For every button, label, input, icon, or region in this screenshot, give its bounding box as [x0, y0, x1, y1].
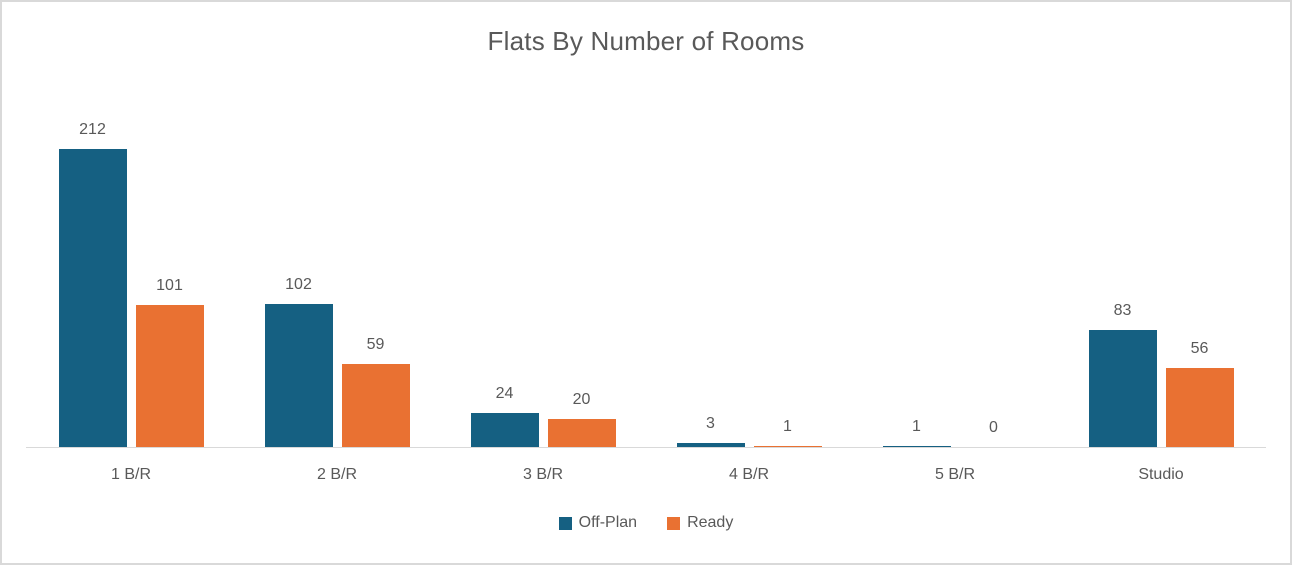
- bar-value-label: 1: [912, 417, 921, 435]
- bar-ready: [753, 445, 822, 447]
- bar-value-label: 83: [1113, 302, 1132, 320]
- bar-value-label: 20: [572, 390, 591, 408]
- category-axis: 1 B/R 2 B/R 3 B/R 4 B/R 5 B/R Studio: [28, 466, 1264, 484]
- bar-value-label: 24: [495, 385, 514, 403]
- legend-item: Ready: [667, 514, 733, 532]
- bar-off-plan: [1088, 330, 1157, 447]
- bar-column: 20: [547, 390, 616, 447]
- bar-column: 3: [676, 414, 745, 447]
- bar-column: 24: [470, 385, 539, 447]
- bar-ready: [341, 364, 410, 447]
- bar-value-label: 59: [366, 336, 385, 354]
- bar-group: 212 101: [28, 122, 234, 447]
- category-label: 3 B/R: [522, 466, 563, 483]
- bar-group: 83 56: [1058, 303, 1264, 447]
- bar-column: 101: [135, 277, 204, 447]
- bar-column: 59: [341, 336, 410, 447]
- bar-ready: [1165, 368, 1234, 447]
- bar-column: 1: [882, 417, 951, 447]
- bar-column: 1: [753, 417, 822, 447]
- bar-ready: [547, 418, 616, 447]
- bar-off-plan: [58, 149, 127, 447]
- category-label: 5 B/R: [934, 466, 975, 483]
- legend-label: Ready: [687, 514, 734, 531]
- bar-off-plan: [264, 303, 333, 447]
- bar-column: 56: [1165, 340, 1234, 447]
- legend-swatch-icon: [558, 516, 572, 530]
- bar-value-label: 212: [79, 121, 106, 138]
- bar-off-plan: [882, 445, 951, 447]
- chart-title: Flats By Number of Rooms: [487, 26, 805, 56]
- bar-column: 102: [264, 275, 333, 447]
- bar-value-label: 3: [706, 414, 715, 432]
- legend-label: Off-Plan: [578, 514, 638, 531]
- category-label: Studio: [1138, 466, 1184, 483]
- bar-group: 24 20: [440, 386, 646, 447]
- bar-column: 0: [960, 420, 1028, 447]
- bar-value-label: 102: [285, 275, 312, 293]
- bar-off-plan: [470, 413, 539, 447]
- x-axis-line: [26, 447, 1266, 448]
- category-label: 4 B/R: [728, 466, 769, 483]
- category-label: 1 B/R: [110, 466, 151, 483]
- plot-area: 212 101 102 59 24 20 3 1 1 0 83 56: [28, 92, 1264, 447]
- legend-swatch-icon: [667, 516, 681, 530]
- bar-off-plan: [676, 442, 745, 447]
- bar-column: 212: [58, 121, 127, 447]
- bar-value-label: 1: [783, 417, 792, 435]
- bar-value-label: 56: [1190, 340, 1209, 358]
- legend: Off-Plan Ready: [2, 514, 1290, 532]
- category-label: 2 B/R: [316, 466, 357, 483]
- bar-ready: [135, 305, 204, 447]
- bar-value-label: 101: [156, 277, 183, 294]
- bar-group: 102 59: [234, 275, 440, 447]
- bar-value-label: 0: [989, 419, 998, 436]
- bar-column: 83: [1088, 302, 1157, 447]
- legend-item: Off-Plan: [558, 514, 638, 532]
